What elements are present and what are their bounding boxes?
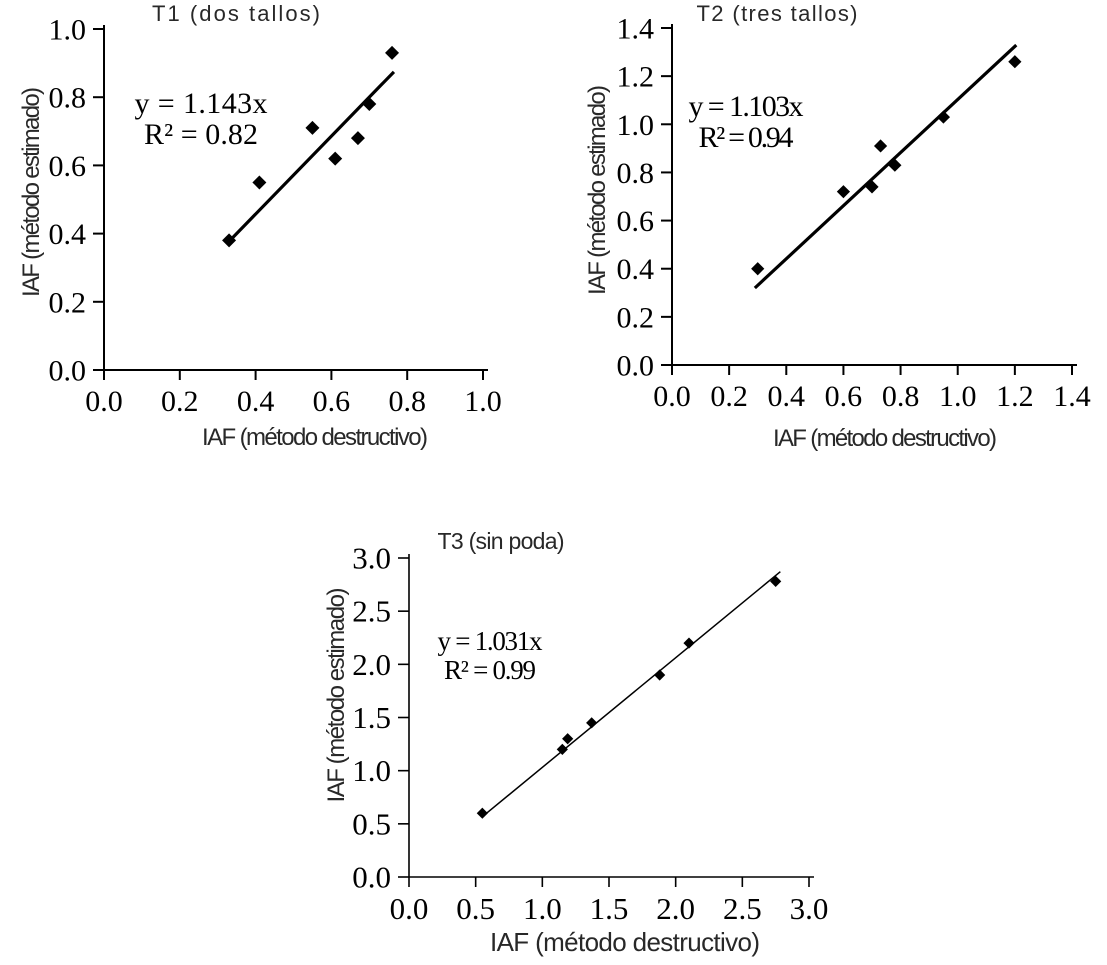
data-point [751, 262, 765, 276]
data-point [350, 131, 365, 146]
y-tick-label: 0.2 [49, 286, 87, 319]
y-tick-label: 1.4 [617, 13, 655, 46]
y-tick-label: 0.4 [617, 253, 655, 286]
x-tick-label: 0.0 [85, 385, 123, 418]
data-point [836, 185, 851, 199]
x-tick-label: 0.5 [456, 891, 495, 926]
x-tick-label: 0.2 [710, 380, 748, 413]
x-tick-label: 1.4 [1053, 380, 1091, 413]
y-tick-label: 0.8 [617, 157, 655, 190]
y-tick-label: 1.5 [352, 700, 391, 735]
x-tick-label: 1.2 [996, 380, 1034, 413]
x-axis-label: IAF (método destructivo) [202, 424, 428, 451]
data-point [476, 807, 488, 819]
data-point [936, 110, 951, 124]
y-axis-label: IAF (método estimado) [18, 87, 45, 297]
x-tick-label: 1.0 [523, 891, 562, 926]
data-point [556, 743, 568, 755]
y-tick-label: 0.8 [49, 82, 87, 115]
r-squared-label: R² = 0.94 [699, 121, 794, 154]
y-tick-label: 0.2 [617, 301, 655, 334]
y-tick-label: 0.6 [617, 205, 655, 238]
x-tick-label: 2.0 [656, 891, 695, 926]
chart-title: T1 (dos tallos) [152, 1, 320, 26]
x-tick-label: 1.0 [939, 380, 977, 413]
x-tick-label: 1.0 [464, 385, 502, 418]
data-point [654, 669, 666, 681]
chart-t3: 0.0 0.5 1.0 1.5 2.0 2.5 3.0 0.0 0.5 1.0 1.5 2.0 2.5 3… [323, 528, 828, 957]
x-tick-label: 0.8 [388, 385, 426, 418]
y-tick-label: 1.2 [617, 61, 655, 94]
trend-line [753, 43, 1018, 290]
r-squared-label: R² = 0.99 [444, 655, 536, 685]
trend-line [481, 571, 781, 818]
data-point [683, 637, 695, 649]
y-axis-label: IAF (método estimado) [584, 85, 611, 295]
y-tick-label: 0.6 [49, 150, 87, 183]
y-tick-label: 0.5 [352, 806, 391, 841]
x-tick-label: 0.2 [161, 385, 199, 418]
data-point [1008, 55, 1022, 69]
y-tick-label: 0.0 [352, 860, 391, 895]
chart-title: T2 (tres tallos) [697, 1, 858, 26]
data-point [362, 97, 377, 112]
y-tick-label: 3.0 [352, 541, 391, 576]
data-point [305, 120, 320, 135]
equation-label: y = 1.143x [135, 87, 268, 120]
r-squared-label: R² = 0.82 [144, 118, 258, 151]
x-tick-label: 0.8 [882, 380, 920, 413]
x-axis-label: IAF (método destructivo) [773, 425, 997, 452]
y-tick-label: 0.0 [617, 350, 655, 383]
data-point [252, 175, 267, 190]
data-point [770, 575, 782, 587]
x-tick-label: 0.0 [653, 380, 691, 413]
x-tick-label: 0.0 [390, 891, 429, 926]
y-tick-label: 2.5 [352, 594, 391, 629]
x-tick-label: 3.0 [790, 891, 829, 926]
chart-t1: 0.0 0.2 0.4 0.6 0.8 1.0 0.0 0.2 0.4 0.6 0.8 1.0 T1 (… [18, 1, 502, 451]
x-tick-label: 2.5 [723, 891, 762, 926]
x-tick-label: 0.4 [768, 380, 806, 413]
data-point [873, 139, 888, 153]
y-tick-label: 1.0 [49, 14, 87, 47]
chart-title: T3 (sin poda) [438, 528, 565, 554]
x-tick-label: 1.5 [590, 891, 629, 926]
equation-label: y = 1.031x [438, 626, 544, 656]
data-point [586, 717, 598, 729]
y-axis-label: IAF (método estimado) [323, 588, 350, 803]
data-point [888, 158, 902, 172]
equation-label: y = 1.103x [689, 90, 804, 123]
data-point [328, 151, 343, 166]
x-tick-label: 0.4 [237, 385, 275, 418]
chart-t2: 0.0 0.2 0.4 0.6 0.8 1.0 1.2 1.4 0.0 0.2 0.4 0.6 0.8 1… [584, 1, 1091, 452]
y-tick-label: 0.4 [49, 218, 87, 251]
data-point [222, 233, 237, 248]
data-point [865, 180, 879, 194]
data-point [385, 45, 400, 60]
y-tick-label: 2.0 [352, 647, 391, 682]
x-tick-label: 0.6 [825, 380, 863, 413]
y-tick-label: 1.0 [617, 109, 655, 142]
y-tick-label: 0.0 [49, 355, 87, 388]
x-tick-label: 0.6 [313, 385, 351, 418]
y-tick-label: 1.0 [352, 753, 391, 788]
x-axis-label: IAF (método destructivo) [490, 927, 760, 957]
data-point [562, 733, 574, 745]
